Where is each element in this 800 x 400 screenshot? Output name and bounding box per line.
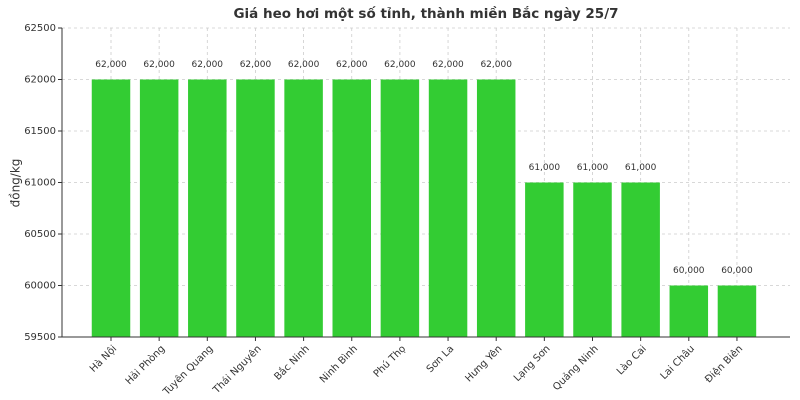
chart-title: Giá heo hơi một số tỉnh, thành miền Bắc … <box>233 5 618 22</box>
x-tick-label: Bắc Ninh <box>271 342 312 383</box>
x-tick-label: Ninh Bình <box>317 343 360 386</box>
x-tick-label: Hải Phòng <box>123 343 167 387</box>
y-tick-label: 59500 <box>24 332 56 343</box>
bar <box>91 79 131 337</box>
bar <box>236 79 275 337</box>
y-tick-label: 62000 <box>24 75 56 86</box>
bar <box>380 79 420 337</box>
value-label: 62,000 <box>432 60 464 70</box>
value-label: 62,000 <box>336 60 368 70</box>
value-label: 61,000 <box>577 163 609 173</box>
x-tick-label: Phú Thọ <box>371 343 408 380</box>
x-tick-label: Thái Nguyên <box>210 343 264 397</box>
value-label: 61,000 <box>625 163 657 173</box>
value-label: 62,000 <box>288 60 320 70</box>
y-tick-label: 60500 <box>24 229 56 240</box>
bar <box>284 79 323 337</box>
value-label: 60,000 <box>673 266 705 276</box>
bar <box>428 79 468 337</box>
x-tick-label: Lào Cai <box>614 343 649 378</box>
bar <box>621 182 660 337</box>
bar <box>525 182 564 337</box>
x-tick-label: Lai Châu <box>658 343 697 382</box>
x-tick-label: Lạng Sơn <box>512 343 553 384</box>
value-label: 61,000 <box>529 163 561 173</box>
y-tick-label: 61000 <box>24 178 56 189</box>
bar <box>573 182 612 337</box>
x-tick-label: Sơn La <box>425 343 457 375</box>
bar <box>188 79 227 337</box>
bar <box>476 79 516 337</box>
value-label: 60,000 <box>721 266 753 276</box>
bar <box>332 79 371 337</box>
x-tick-label: Quảng Ninh <box>550 343 600 393</box>
y-tick-label: 62500 <box>24 23 56 34</box>
bar <box>669 285 709 337</box>
bar <box>139 79 179 337</box>
y-tick-label: 60000 <box>24 281 56 292</box>
y-axis-label: đồng/kg <box>9 159 23 208</box>
value-label: 62,000 <box>95 60 127 70</box>
value-label: 62,000 <box>480 60 512 70</box>
x-tick-label: Hưng Yên <box>463 343 505 385</box>
bar <box>717 285 757 337</box>
value-label: 62,000 <box>192 60 224 70</box>
x-tick-label: Hà Nội <box>87 343 119 375</box>
y-tick-label: 61500 <box>24 126 56 137</box>
value-label: 62,000 <box>384 60 416 70</box>
value-label: 62,000 <box>240 60 272 70</box>
x-tick-label: Điện Biên <box>703 343 746 386</box>
x-tick-label: Tuyên Quang <box>160 343 216 399</box>
value-label: 62,000 <box>143 60 175 70</box>
